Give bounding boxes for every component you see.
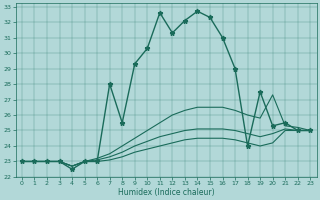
X-axis label: Humidex (Indice chaleur): Humidex (Indice chaleur) [118,188,214,197]
